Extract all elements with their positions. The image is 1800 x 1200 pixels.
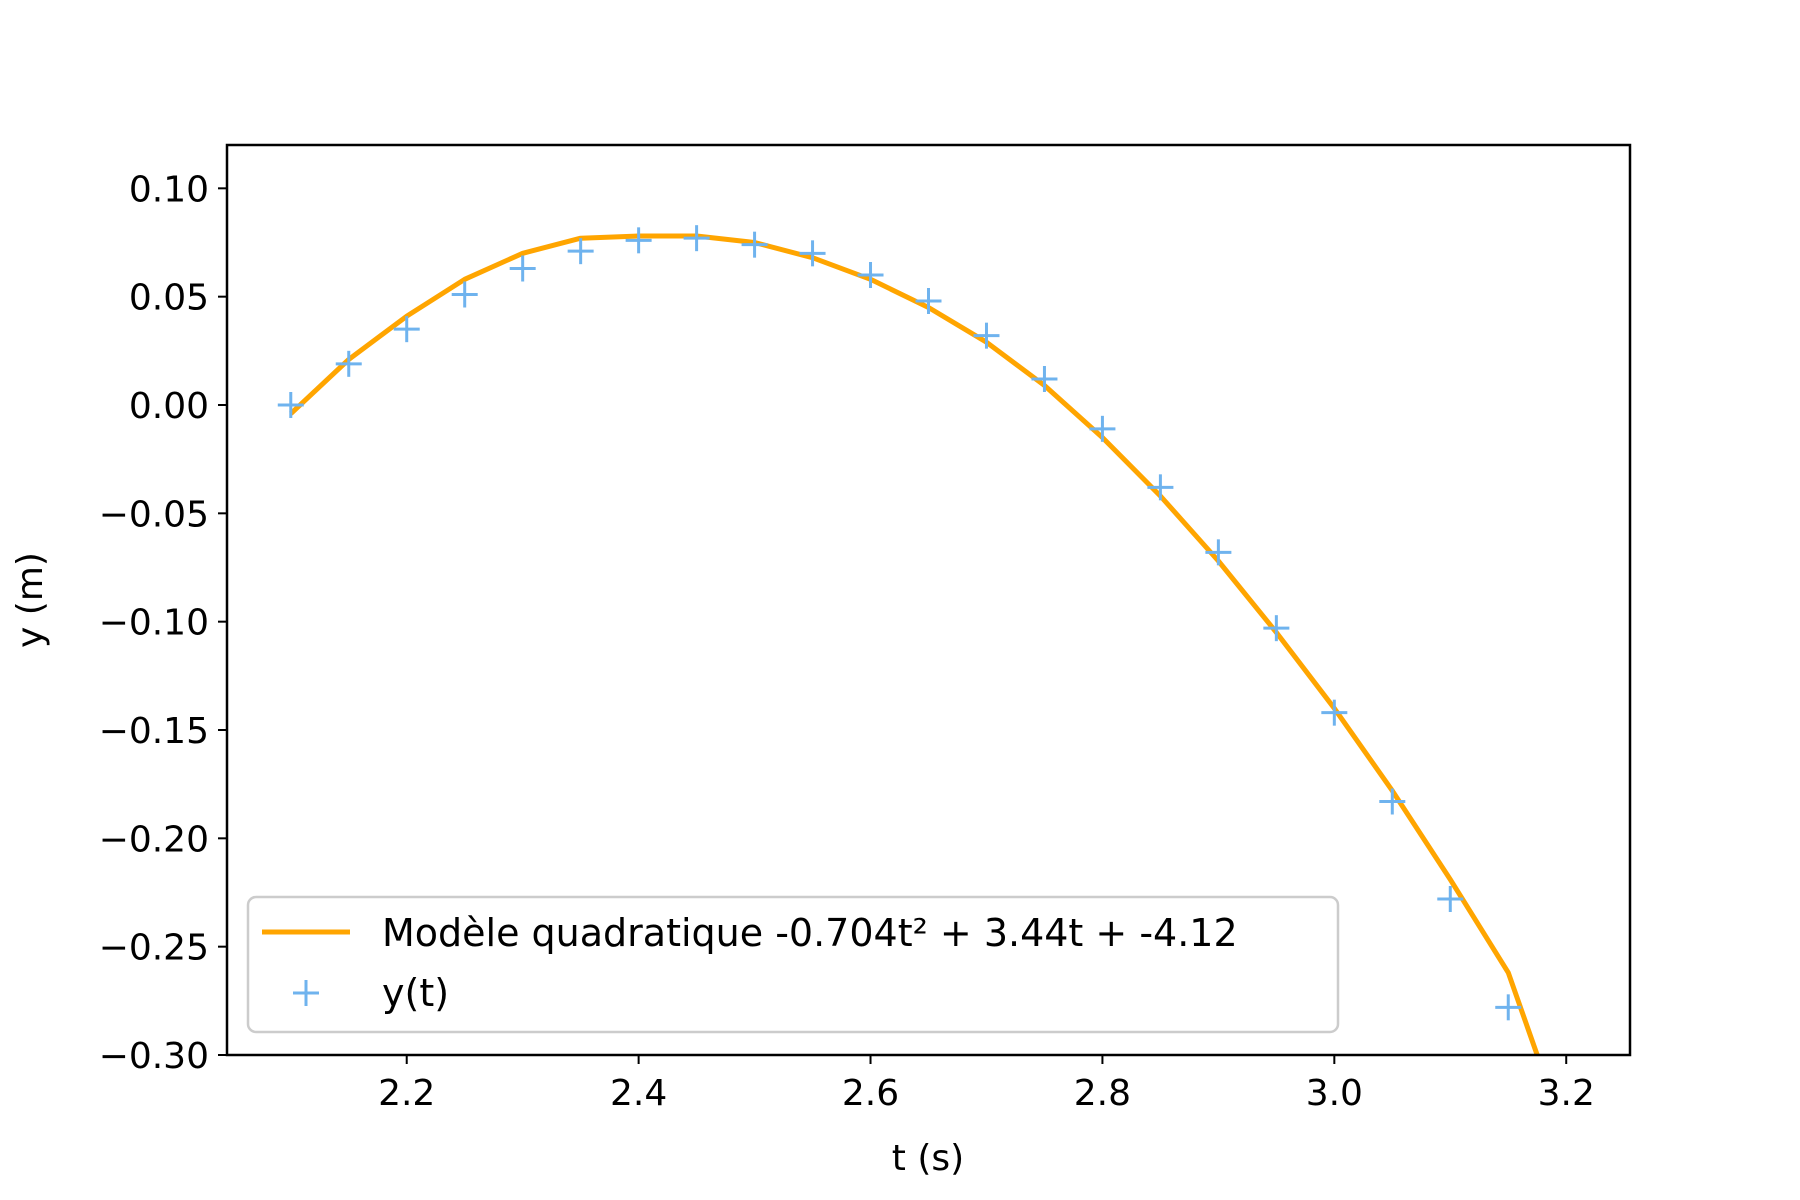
data-point-marker [1089,415,1116,442]
y-tick-label: −0.10 [99,603,209,644]
y-tick-label: −0.05 [99,494,209,535]
x-tick-label: 2.8 [1074,1073,1131,1114]
x-tick-label: 3.2 [1538,1073,1595,1114]
axes-frame [225,143,1632,1057]
data-point-marker [1437,886,1464,912]
axis-ticks: 2.2 2.4 2.6 2.8 3.0 3.2 0.10 0.05 0.00 −0.05 −0.10… [99,169,1595,1114]
x-axis-label: t (s) [892,1138,964,1179]
legend-marker-swatch [293,980,319,1006]
y-tick-label: −0.20 [99,819,209,860]
x-tick-label: 2.4 [610,1073,667,1114]
data-point-marker [799,240,826,267]
data-point-marker [1495,994,1522,1021]
data-point-marker [393,316,420,343]
x-tick-label: 2.6 [842,1073,899,1114]
data-point-marker [335,350,362,377]
y-tick-label: −0.25 [99,928,209,969]
x-tick-label: 3.0 [1306,1073,1363,1114]
y-tick-label: 0.05 [129,278,209,319]
data-point-marker [625,227,652,254]
legend-frame [246,895,1340,1034]
data-point-marker [915,288,942,314]
data-point-marker [1379,788,1406,815]
y-tick-label: −0.30 [99,1036,209,1077]
data-point-marker [857,262,884,288]
data-point-marker [683,225,710,252]
data-point-marker [277,392,304,418]
legend-label-model: Modèle quadratique -0.704t² + 3.44t + -4… [382,911,1238,955]
y-axis-label: y (m) [10,552,51,648]
data-point-marker [973,322,1000,349]
data-point-marker [1263,615,1290,642]
data-point-marker [509,255,536,282]
legend: Modèle quadratique -0.704t² + 3.44t + -4… [246,895,1340,1034]
data-point-marker [741,231,768,258]
plot-area [277,225,1540,1056]
y-tick-label: 0.10 [129,169,209,210]
y-tick-label: −0.15 [99,711,209,752]
data-point-marker [1205,539,1232,566]
data-point-marker [567,238,594,265]
data-point-marker [1031,366,1058,392]
data-point-marker [1147,474,1174,501]
x-tick-label: 2.2 [378,1073,435,1114]
legend-label-data: y(t) [382,971,449,1015]
data-point-marker [451,281,478,308]
y-tick-label: 0.00 [129,386,209,427]
data-point-marker [1321,699,1348,726]
